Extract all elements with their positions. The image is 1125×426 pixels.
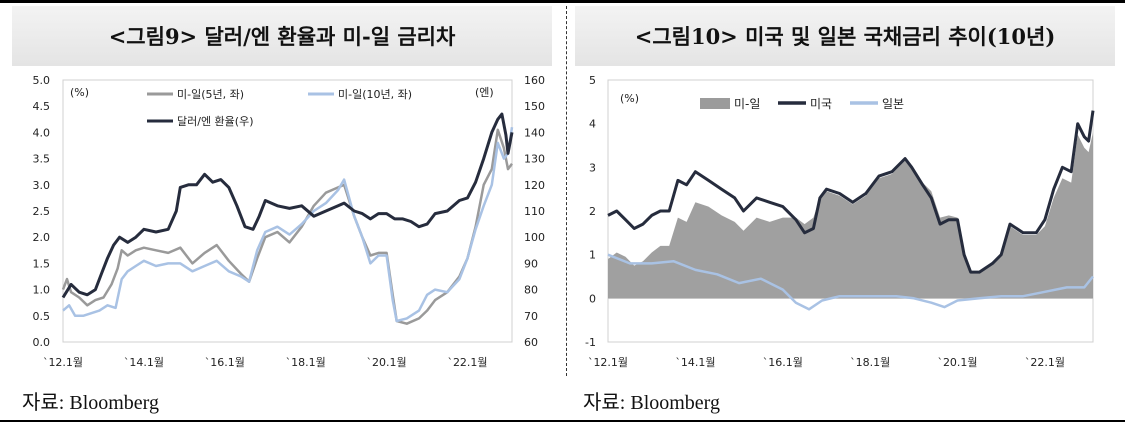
- y-axis-tick-label: 5: [589, 74, 596, 87]
- series-line-spread10y: [62, 127, 514, 323]
- bottom-rule: [0, 420, 1125, 422]
- x-axis-tick-label: `12.1월: [43, 356, 83, 369]
- x-axis-tick-label: `18.1월: [850, 356, 890, 369]
- series-area-spread: [608, 132, 1093, 299]
- left-chart-legend: 미-일(5년, 좌) 미-일(10년, 좌) 달러/엔 환율(우): [147, 87, 412, 128]
- legend-label-spread10y: 미-일(10년, 좌): [338, 87, 412, 101]
- left-axis-unit-label: (%): [70, 86, 89, 99]
- right-axis-tick-label: 140: [524, 126, 545, 139]
- left-chart-left-axis: 0.0 0.5 1.0 1.5 2.0 2.5 3.0 3.5 4.0 4.5 5.0: [33, 74, 51, 349]
- y-axis-tick-label: -1: [585, 336, 596, 349]
- right-axis-tick-label: 160: [524, 74, 545, 87]
- series-line-japan: [607, 253, 1094, 311]
- right-axis-tick-label: 100: [524, 231, 545, 244]
- right-axis-tick-label: 110: [524, 205, 545, 218]
- left-chart-x-axis: `12.1월 `14.1월 `16.1월 `18.1월 `20.1월 `22.1월: [43, 356, 488, 369]
- right-axis-tick-label: 60: [524, 336, 538, 349]
- left-chart-right-axis: 60 70 80 90 100 110 120 130 140 150 160: [524, 74, 545, 349]
- x-axis-tick-label: `16.1월: [763, 356, 803, 369]
- left-chart-gridlines: [62, 79, 513, 343]
- legend-label-spread: 미-일: [734, 97, 760, 111]
- y-axis-tick-label: 1: [589, 249, 596, 262]
- right-axis-tick-label: 70: [524, 310, 538, 323]
- x-axis-tick-label: `18.1월: [286, 356, 326, 369]
- left-axis-tick-label: 4.0: [33, 126, 51, 139]
- panel-divider: [566, 6, 567, 376]
- right-chart-y-axis: -1 0 1 2 3 4 5: [585, 74, 596, 349]
- left-axis-tick-label: 1.5: [33, 257, 51, 270]
- x-axis-tick-label: `14.1월: [675, 356, 715, 369]
- y-axis-tick-label: 0: [589, 292, 596, 305]
- series-line-us: [607, 110, 1095, 274]
- left-chart-series: [61, 112, 514, 325]
- right-axis-tick-label: 150: [524, 100, 545, 113]
- legend-label-us: 미국: [810, 97, 832, 111]
- source-note-left: 자료: Bloomberg: [22, 392, 159, 414]
- left-plot-area: [62, 79, 513, 343]
- y-axis-unit-label: (%): [620, 92, 639, 105]
- series-line-spread5y: [61, 128, 513, 325]
- x-axis-tick-label: `16.1월: [205, 356, 245, 369]
- x-axis-tick-label: `14.1월: [124, 356, 164, 369]
- right-axis-tick-label: 90: [524, 257, 538, 270]
- legend-swatch-spread: [700, 98, 730, 109]
- right-axis-tick-label: 130: [524, 153, 545, 166]
- left-axis-tick-label: 3.0: [33, 179, 51, 192]
- left-axis-tick-label: 2.0: [33, 231, 51, 244]
- x-axis-tick-label: `20.1월: [937, 356, 977, 369]
- right-axis-unit-label: (엔): [475, 86, 494, 99]
- x-axis-tick-label: `20.1월: [367, 356, 407, 369]
- source-note-right: 자료: Bloomberg: [583, 392, 720, 414]
- right-chart-x-axis: `12.1월 `14.1월 `16.1월 `18.1월 `20.1월 `22.1월: [588, 356, 1065, 369]
- series-line-usdjpy: [61, 112, 514, 299]
- y-axis-tick-label: 4: [589, 118, 596, 131]
- right-axis-tick-label: 120: [524, 179, 545, 192]
- left-axis-tick-label: 3.5: [33, 153, 51, 166]
- left-axis-tick-label: 5.0: [33, 74, 51, 87]
- x-axis-tick-label: `22.1월: [1025, 356, 1065, 369]
- left-axis-tick-label: 1.0: [33, 284, 51, 297]
- right-chart-series: [607, 110, 1095, 311]
- legend-label-japan: 일본: [882, 97, 904, 111]
- chart-title-fx-spread: <그림9> 달러/엔 환율과 미-일 금리차: [12, 6, 552, 66]
- right-chart-legend: 미-일 미국 일본: [700, 97, 904, 111]
- y-axis-tick-label: 3: [589, 161, 596, 174]
- left-axis-tick-label: 0.5: [33, 310, 51, 323]
- x-axis-tick-label: `22.1월: [447, 356, 487, 369]
- top-rule: [0, 0, 1125, 3]
- chart-fx-vs-spread: 0.0 0.5 1.0 1.5 2.0 2.5 3.0 3.5 4.0 4.5 5.0 60 70 80…: [33, 74, 546, 369]
- x-axis-tick-label: `12.1월: [588, 356, 628, 369]
- right-axis-tick-label: 80: [524, 284, 538, 297]
- y-axis-tick-label: 2: [589, 205, 596, 218]
- legend-label-usdjpy: 달러/엔 환율(우): [177, 115, 254, 128]
- left-axis-tick-label: 4.5: [33, 100, 51, 113]
- left-axis-tick-label: 0.0: [33, 336, 51, 349]
- chart-title-bond-yields: <그림10> 미국 및 일본 국채금리 추이(10년): [575, 6, 1115, 66]
- legend-label-spread5y: 미-일(5년, 좌): [177, 87, 244, 101]
- left-axis-tick-label: 2.5: [33, 205, 51, 218]
